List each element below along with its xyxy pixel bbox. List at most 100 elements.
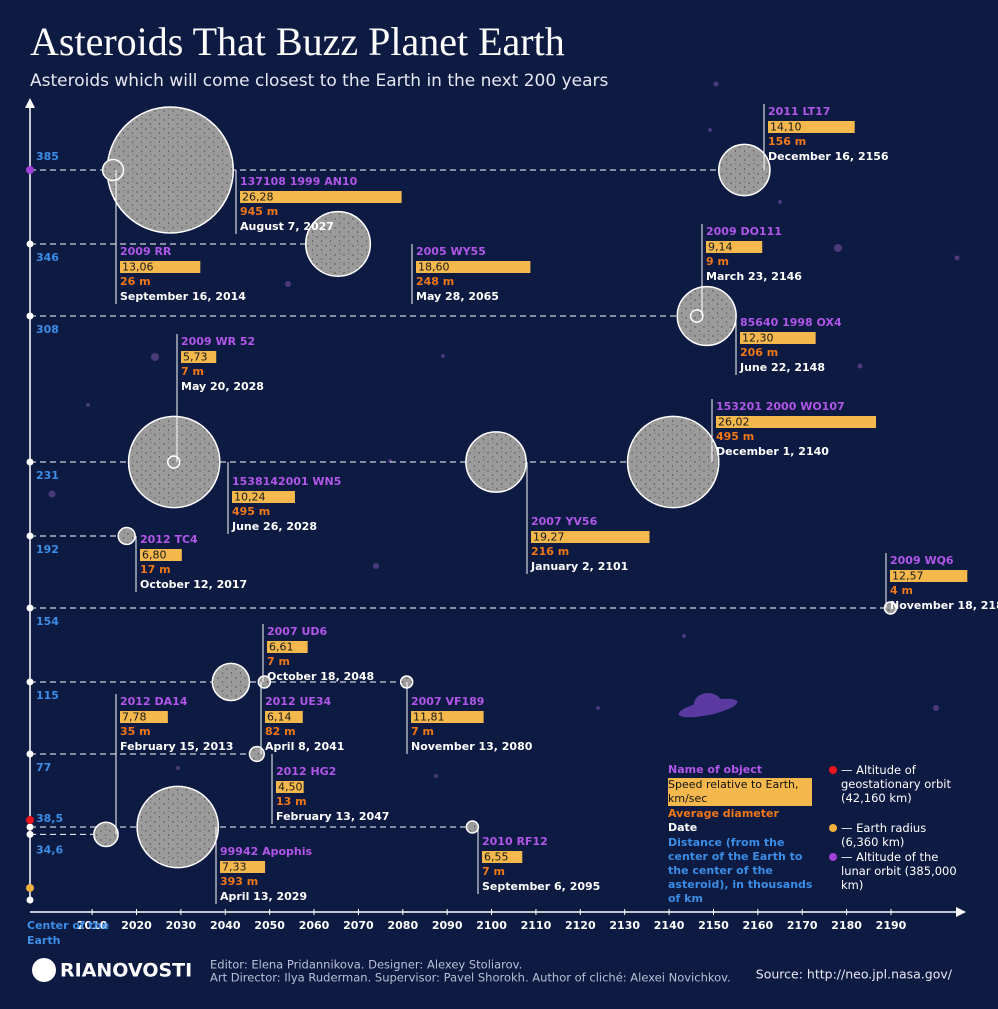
speed-label: 6,14 — [267, 711, 292, 724]
date-label: September 16, 2014 — [120, 290, 246, 303]
y-tick-label: 115 — [36, 689, 59, 702]
chart-title: Asteroids That Buzz Planet Earth — [30, 19, 565, 64]
y-tick-label: 34,6 — [36, 843, 63, 856]
key-name: Name of object — [668, 763, 762, 776]
date-label: November 13, 2080 — [411, 740, 533, 753]
diameter-label: 13 m — [276, 795, 307, 808]
diameter-label: 9 m — [706, 255, 729, 268]
date-label: November 18, 2189 — [890, 599, 998, 612]
speed-label: 11,81 — [413, 711, 445, 724]
legend-swatch — [829, 824, 837, 832]
asteroid — [117, 526, 136, 546]
asteroid-circles — [93, 106, 898, 869]
asteroid-name: 2009 WR 52 — [181, 335, 255, 348]
x-tick-label: 2180 — [831, 919, 862, 932]
diameter-label: 495 m — [232, 505, 270, 518]
marker-dot — [26, 816, 34, 825]
diameter-label: 248 m — [416, 275, 454, 288]
diameter-label: 26 m — [120, 275, 151, 288]
key-speed: Speed relative to Earth, km/sec — [668, 778, 812, 806]
date-label: March 23, 2146 — [706, 270, 802, 283]
asteroid-name: 2009 WQ6 — [890, 554, 954, 567]
speed-label: 6,55 — [484, 851, 509, 864]
asteroid — [717, 143, 771, 197]
speed-bar — [265, 711, 303, 723]
asteroid — [689, 309, 704, 323]
speed-bar — [240, 191, 402, 203]
asteroid — [166, 455, 181, 469]
asteroid-name: 2011 LT17 — [768, 105, 830, 118]
x-tick-label: 2120 — [565, 919, 596, 932]
y-tick-label: 154 — [36, 615, 59, 628]
legend-label: — Altitude of the lunar orbit (385,000 k… — [841, 850, 957, 892]
diameter-label: 945 m — [240, 205, 278, 218]
diameter-label: 35 m — [120, 725, 151, 738]
key-date: Date — [668, 821, 698, 834]
x-tick-label: 2020 — [121, 919, 152, 932]
legend-swatch — [829, 766, 837, 774]
diameter-label: 7 m — [181, 365, 204, 378]
x-tick-label: 2050 — [254, 919, 285, 932]
speed-label: 19,27 — [533, 531, 565, 544]
diameter-label: 216 m — [531, 545, 569, 558]
y-tick-label: 385 — [36, 150, 59, 163]
y-tick — [26, 532, 34, 540]
asteroid-name: 2012 DA14 — [120, 695, 188, 708]
speed-bar — [416, 261, 531, 273]
asteroid-name: 99942 Apophis — [220, 845, 313, 858]
asteroid-name: 2009 RR — [120, 245, 172, 258]
x-tick-label: 2080 — [387, 919, 418, 932]
y-tick-label: 346 — [36, 251, 59, 264]
speed-label: 9,14 — [708, 241, 733, 254]
speed-bar — [232, 491, 295, 503]
asteroid-name: 2007 VF189 — [411, 695, 484, 708]
credits: Art Director: Ilya Ruderman. Supervisor:… — [210, 971, 731, 985]
marker-dot — [26, 883, 34, 892]
speed-bar — [768, 121, 855, 133]
asteroid-name: 153201 2000 WO107 — [716, 400, 845, 413]
asteroid-name: 2012 TC4 — [140, 533, 198, 546]
speed-bar — [890, 570, 968, 582]
y-tick — [26, 896, 34, 904]
speed-label: 12,30 — [742, 332, 774, 345]
asteroid — [211, 662, 251, 702]
speed-bar — [267, 641, 308, 653]
y-tick — [26, 604, 34, 612]
marker-dot — [26, 166, 34, 174]
ufo — [678, 693, 738, 718]
asteroid-name: 2012 UE34 — [265, 695, 332, 708]
asteroid — [305, 210, 372, 277]
speed-bar — [276, 781, 304, 793]
date-label: December 16, 2156 — [768, 150, 889, 163]
date-label: August 7, 2027 — [240, 220, 334, 233]
speed-bar — [140, 549, 182, 561]
date-label: May 28, 2065 — [416, 290, 499, 303]
legend-swatch — [829, 853, 837, 861]
date-label: June 22, 2148 — [739, 361, 825, 374]
y-tick-label: 192 — [36, 543, 59, 556]
diameter-label: 7 m — [411, 725, 434, 738]
diameter-label: 82 m — [265, 725, 296, 738]
asteroid — [465, 431, 527, 493]
logo-icon — [32, 958, 56, 982]
y-tick-label: Center of the Earth — [27, 919, 110, 947]
speed-bar — [220, 861, 266, 873]
source: Source: http://neo.jpl.nasa.gov/ — [756, 967, 953, 982]
y-tick — [26, 678, 34, 686]
speed-bar — [411, 711, 484, 723]
x-tick-label: 2160 — [743, 919, 774, 932]
x-tick-label: 2140 — [654, 919, 685, 932]
asteroid — [136, 785, 220, 869]
diameter-label: 393 m — [220, 875, 258, 888]
asteroid — [676, 285, 737, 347]
logo: RIANOVOSTI — [60, 960, 192, 982]
x-tick-label: 2060 — [299, 919, 330, 932]
asteroid-name: 2007 YV56 — [531, 515, 598, 528]
y-tick — [26, 750, 34, 758]
asteroid — [465, 820, 480, 834]
date-label: September 6, 2095 — [482, 880, 600, 893]
y-tick-label: 38,5 — [36, 812, 63, 825]
y-tick — [26, 823, 34, 831]
